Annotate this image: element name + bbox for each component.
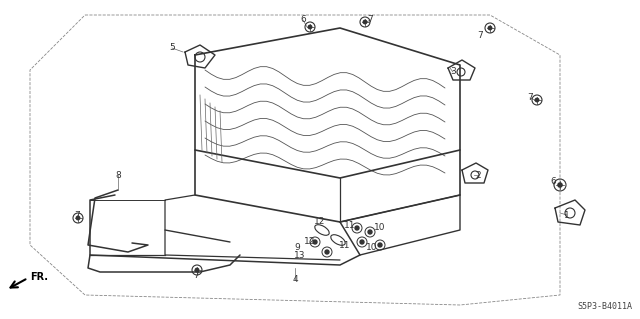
Text: 5: 5: [169, 43, 175, 53]
Text: 10: 10: [366, 243, 378, 253]
Text: 10: 10: [374, 224, 386, 233]
Circle shape: [308, 25, 312, 29]
Circle shape: [76, 216, 80, 220]
Text: FR.: FR.: [30, 272, 48, 282]
Text: 11: 11: [344, 220, 356, 229]
Text: 3: 3: [450, 68, 456, 77]
Circle shape: [535, 98, 539, 102]
Text: 2: 2: [475, 170, 481, 180]
Text: 12: 12: [314, 218, 326, 226]
Text: 6: 6: [300, 16, 306, 25]
Circle shape: [195, 268, 199, 272]
Circle shape: [378, 243, 382, 247]
Text: 11: 11: [339, 241, 351, 249]
Circle shape: [558, 183, 562, 187]
Circle shape: [355, 226, 359, 230]
Circle shape: [368, 230, 372, 234]
Text: S5P3-B4011A: S5P3-B4011A: [577, 302, 632, 311]
Circle shape: [313, 240, 317, 244]
Text: 13: 13: [294, 250, 306, 259]
Text: 8: 8: [115, 170, 121, 180]
Text: 7: 7: [74, 211, 80, 219]
Circle shape: [325, 250, 329, 254]
Text: 1: 1: [564, 211, 570, 219]
Text: 4: 4: [292, 276, 298, 285]
Text: 7: 7: [477, 31, 483, 40]
Text: 7: 7: [367, 16, 373, 25]
Text: 7: 7: [193, 271, 199, 279]
Text: 6: 6: [550, 177, 556, 187]
Circle shape: [364, 20, 367, 24]
Circle shape: [360, 240, 364, 244]
Text: 12: 12: [304, 238, 316, 247]
Text: 9: 9: [294, 243, 300, 253]
Text: 7: 7: [527, 93, 533, 102]
Circle shape: [488, 26, 492, 30]
